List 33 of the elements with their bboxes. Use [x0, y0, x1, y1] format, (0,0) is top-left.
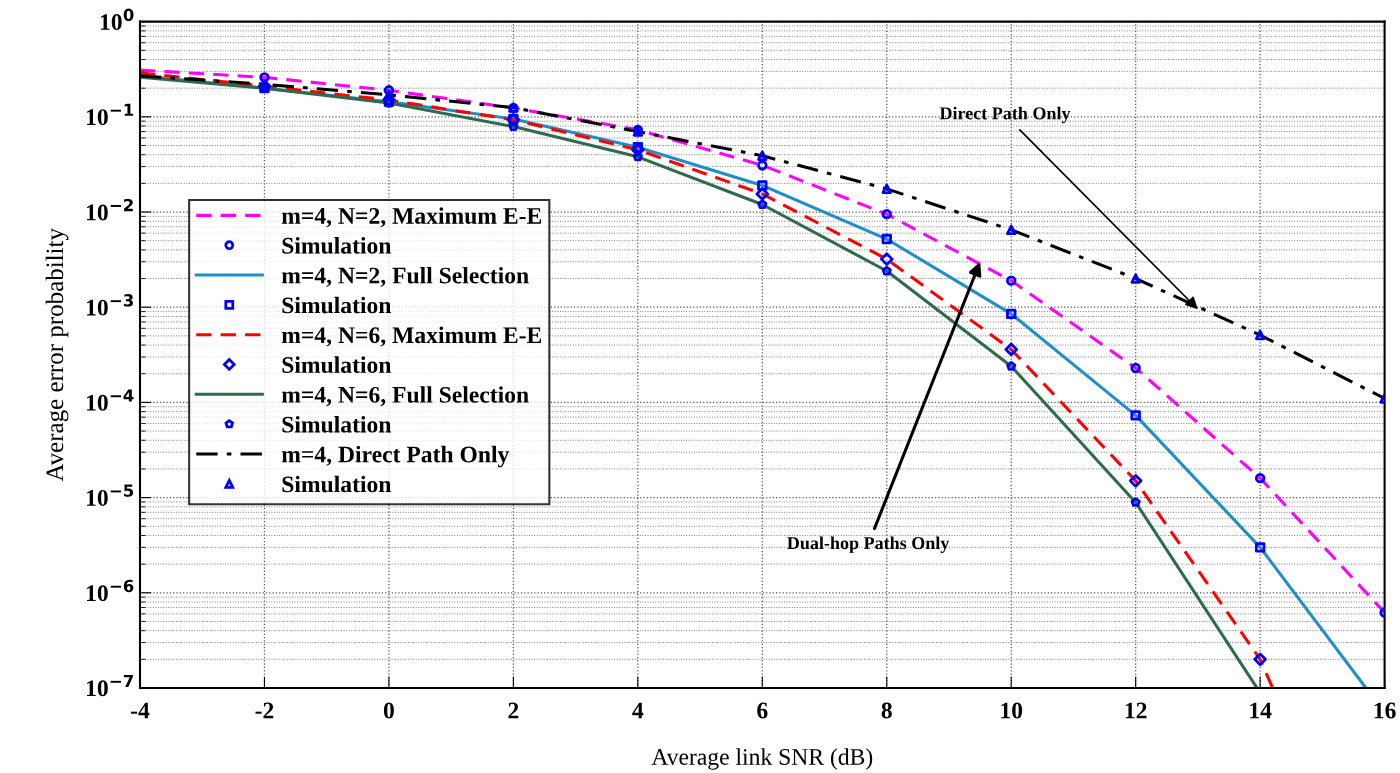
- y-tick-label: 10$^{−1}$: [86, 103, 134, 126]
- y-tick-label: 10$^{−6}$: [86, 579, 134, 602]
- x-axis-title: Average link SNR (dB): [651, 748, 873, 770]
- annotation: Dual-hop Paths Only: [787, 536, 950, 553]
- x-tick-label: -2: [255, 702, 274, 719]
- x-tick-label: 0: [383, 702, 394, 719]
- x-tick-label: 4: [632, 702, 644, 719]
- x-tick-label: -4: [131, 702, 150, 719]
- legend-label: Simulation: [282, 356, 392, 374]
- x-tick-label: 8: [881, 702, 892, 719]
- y-tick-label: 10$^{−4}$: [86, 389, 134, 411]
- legend-label: m=4, Direct Path Only: [281, 445, 510, 468]
- x-tick-label: 10: [1001, 702, 1023, 719]
- legend-label: Simulation: [282, 475, 392, 493]
- legend-label: m=4, N=6, Full Selection: [281, 386, 529, 407]
- x-tick-label: 6: [757, 702, 768, 719]
- y-tick-label: 10$^{−2}$: [86, 198, 133, 221]
- y-tick-label: 10$^{−3}$: [86, 294, 133, 316]
- legend-label: m=4, N=2, Maximum E-E: [281, 207, 542, 228]
- annotation: Direct Path Only: [939, 106, 1071, 124]
- y-tick-label: 10$^{−5}$: [86, 484, 134, 506]
- legend-label: Simulation: [282, 296, 392, 314]
- legend-label: Simulation: [282, 237, 392, 254]
- y-tick-label: 10$^{0}$: [100, 8, 134, 31]
- x-tick-label: 12: [1125, 702, 1147, 719]
- x-tick-label: 14: [1250, 702, 1272, 719]
- legend-label: m=4, N=2, Full Selection: [281, 266, 529, 287]
- legend-label: m=4, N=6, Maximum E-E: [281, 326, 542, 347]
- x-tick-label: 16: [1374, 702, 1396, 719]
- y-tick-label: 10$^{−7}$: [86, 674, 133, 697]
- legend-label: Simulation: [282, 416, 392, 433]
- x-tick-label: 2: [508, 702, 519, 719]
- y-axis-title: Average error probability: [45, 228, 69, 482]
